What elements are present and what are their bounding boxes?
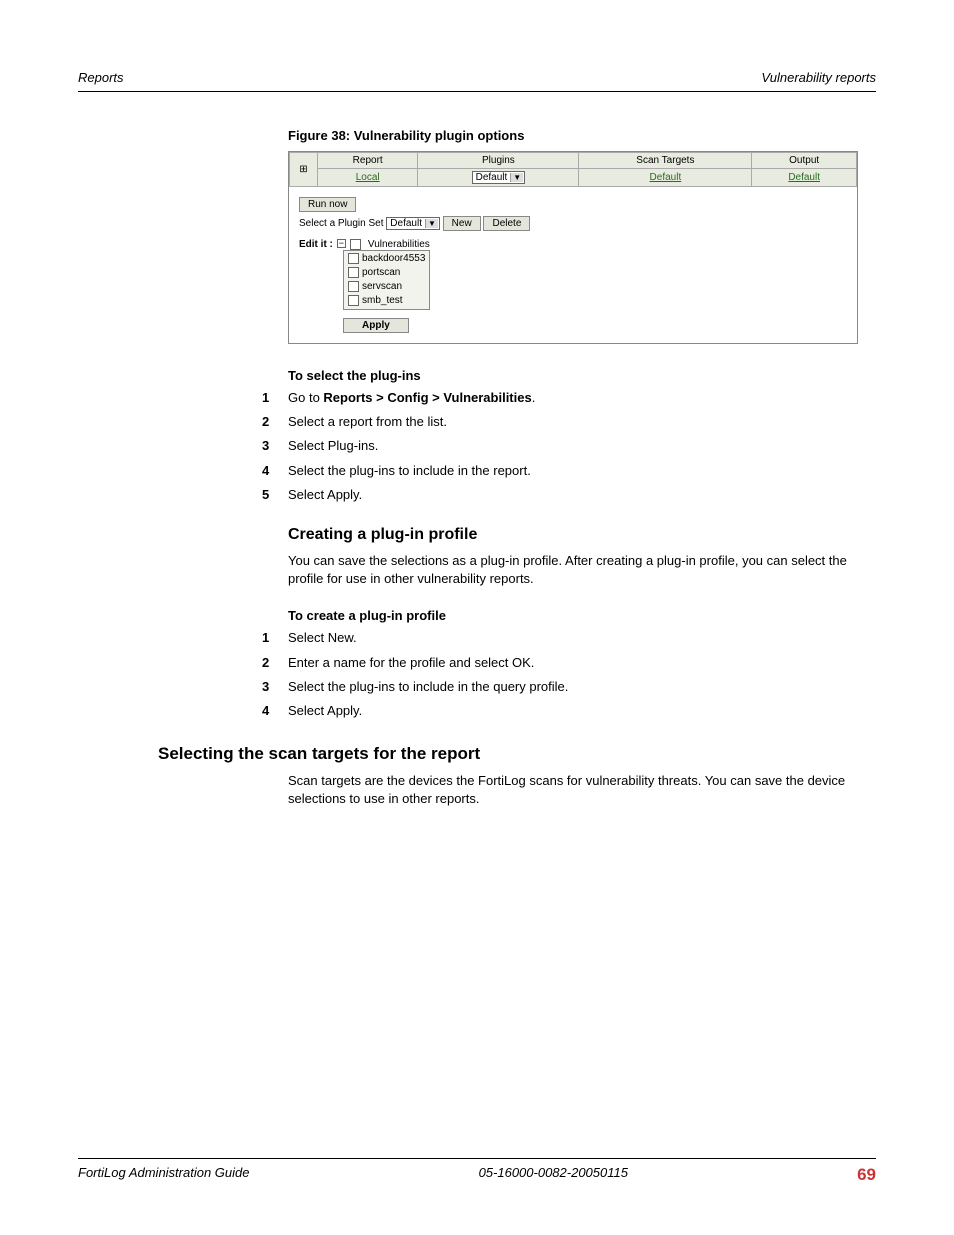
step-text: Enter a name for the profile and select … — [288, 654, 876, 672]
step-number: 3 — [262, 678, 288, 696]
step-number: 2 — [262, 654, 288, 672]
to-select-plugins-heading: To select the plug-ins — [288, 368, 876, 383]
step-number: 5 — [262, 486, 288, 504]
step-row: 4 Select Apply. — [262, 702, 876, 720]
step-number: 2 — [262, 413, 288, 431]
screenshot-header-table: ⊞ Report Plugins Scan Targets Output Loc… — [289, 152, 857, 187]
page-footer: FortiLog Administration Guide 05-16000-0… — [78, 1158, 876, 1185]
expand-all-cell[interactable]: ⊞ — [290, 153, 318, 187]
step-row: 3 Select the plug-ins to include in the … — [262, 678, 876, 696]
step-row: 3 Select Plug-ins. — [262, 437, 876, 455]
step-row: 2 Enter a name for the profile and selec… — [262, 654, 876, 672]
cell-report[interactable]: Local — [318, 169, 418, 187]
plugins-dropdown[interactable]: Default ▼ — [472, 171, 526, 184]
step-text: Select Apply. — [288, 702, 876, 720]
step-text: Select Apply. — [288, 486, 876, 504]
step-row: 4 Select the plug-ins to include in the … — [262, 462, 876, 480]
selecting-scan-targets-heading: Selecting the scan targets for the repor… — [158, 744, 876, 764]
tree-item-checkbox[interactable] — [348, 267, 359, 278]
step-row: 2 Select a report from the list. — [262, 413, 876, 431]
tree-item-label: servscan — [362, 281, 402, 292]
step-text: Select the plug-ins to include in the re… — [288, 462, 876, 480]
header-rule — [78, 91, 876, 92]
tree-item-checkbox[interactable] — [348, 281, 359, 292]
chevron-down-icon: ▼ — [510, 173, 523, 182]
edit-it-label: Edit it : — [299, 239, 333, 250]
tree-item[interactable]: backdoor4553 — [348, 252, 425, 266]
plugin-set-dropdown[interactable]: Default ▼ — [386, 217, 440, 230]
col-plugins: Plugins — [418, 153, 579, 169]
step-text: Select a report from the list. — [288, 413, 876, 431]
tree-root-label: Vulnerabilities — [368, 239, 430, 250]
screenshot-figure: ⊞ Report Plugins Scan Targets Output Loc… — [288, 151, 858, 344]
step-number: 1 — [262, 389, 288, 407]
step-number: 4 — [262, 702, 288, 720]
col-report: Report — [318, 153, 418, 169]
step-number: 4 — [262, 462, 288, 480]
plugins-dropdown-value: Default — [476, 172, 508, 183]
step-number: 3 — [262, 437, 288, 455]
footer-page-number: 69 — [857, 1165, 876, 1185]
tree-item[interactable]: portscan — [348, 266, 425, 280]
tree-item-label: portscan — [362, 267, 400, 278]
step-row: 1 Go to Reports > Config > Vulnerabiliti… — [262, 389, 876, 407]
step-text: Go to Reports > Config > Vulnerabilities… — [288, 389, 876, 407]
figure-caption: Figure 38: Vulnerability plugin options — [288, 128, 876, 143]
scan-targets-link[interactable]: Default — [650, 172, 682, 183]
apply-button[interactable]: Apply — [343, 318, 409, 333]
footer-center: 05-16000-0082-20050115 — [479, 1165, 628, 1185]
select-plugin-set-label: Select a Plugin Set — [299, 218, 384, 229]
col-scan-targets: Scan Targets — [579, 153, 752, 169]
tree-item[interactable]: servscan — [348, 280, 425, 294]
cell-scan-targets[interactable]: Default — [579, 169, 752, 187]
col-output: Output — [752, 153, 857, 169]
tree-collapse-icon[interactable]: − — [337, 239, 346, 248]
tree-children: backdoor4553 portscan servscan smb_test — [343, 250, 430, 310]
footer-rule — [78, 1158, 876, 1159]
plugin-set-value: Default — [390, 218, 422, 229]
step-text: Select the plug-ins to include in the qu… — [288, 678, 876, 696]
header-left: Reports — [78, 70, 124, 85]
step-row: 5 Select Apply. — [262, 486, 876, 504]
footer-left: FortiLog Administration Guide — [78, 1165, 250, 1185]
creating-plugin-profile-para: You can save the selections as a plug-in… — [288, 552, 876, 588]
tree-item-checkbox[interactable] — [348, 253, 359, 264]
header-right: Vulnerability reports — [761, 70, 876, 85]
tree-item-checkbox[interactable] — [348, 295, 359, 306]
cell-plugins[interactable]: Default ▼ — [418, 169, 579, 187]
tree-item-label: smb_test — [362, 295, 403, 306]
to-create-profile-heading: To create a plug-in profile — [288, 608, 876, 623]
creating-plugin-profile-heading: Creating a plug-in profile — [288, 526, 876, 544]
report-link[interactable]: Local — [356, 172, 380, 183]
cell-output[interactable]: Default — [752, 169, 857, 187]
delete-button[interactable]: Delete — [483, 216, 530, 231]
run-now-button[interactable]: Run now — [299, 197, 356, 212]
step-number: 1 — [262, 629, 288, 647]
new-button[interactable]: New — [443, 216, 481, 231]
step-row: 1 Select New. — [262, 629, 876, 647]
output-link[interactable]: Default — [788, 172, 820, 183]
tree-item-label: backdoor4553 — [362, 253, 425, 264]
step-text: Select Plug-ins. — [288, 437, 876, 455]
step-text: Select New. — [288, 629, 876, 647]
chevron-down-icon: ▼ — [425, 219, 438, 228]
tree-root-checkbox[interactable] — [350, 239, 361, 250]
tree-item[interactable]: smb_test — [348, 294, 425, 308]
selecting-scan-targets-para: Scan targets are the devices the FortiLo… — [288, 772, 876, 808]
